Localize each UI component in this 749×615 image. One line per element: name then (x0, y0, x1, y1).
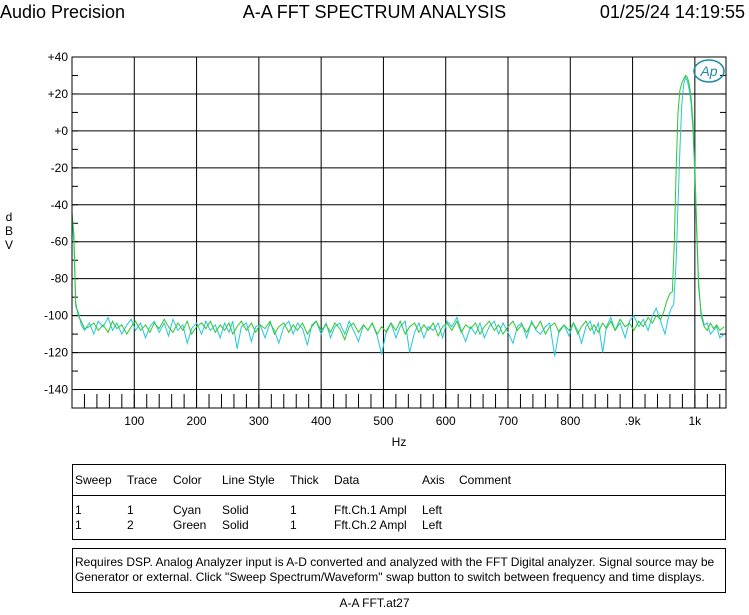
y-axis-label-char: B (5, 224, 13, 238)
legend-cell: Left (422, 503, 443, 517)
legend-header-row: Sweep Trace Color Line Style Thick Data Axis Co… (73, 465, 725, 496)
app-name: Audio Precision (0, 2, 126, 22)
legend-cell: Fft.Ch.2 Ampl (334, 518, 407, 532)
series-group (71, 74, 725, 357)
x-tick-label: 600 (436, 414, 456, 428)
legend-header-cell: Trace (127, 473, 158, 487)
y-tick-label: +40 (48, 50, 69, 64)
legend-cell: Cyan (173, 503, 202, 517)
legend-header-cell: Color (173, 473, 202, 487)
timestamp: 01/25/24 14:19:55 (599, 2, 745, 22)
legend-cell: Left (422, 518, 443, 532)
y-tick-label: -140 (44, 383, 68, 397)
legend-cell: 1 (127, 503, 134, 517)
legend-header-cell: Line Style (222, 473, 275, 487)
x-tick-label: .9k (625, 414, 642, 428)
plot-frame (71, 56, 727, 409)
legend-header-cell: Data (334, 473, 360, 487)
y-tick-label: -40 (51, 198, 69, 212)
legend-cell: Fft.Ch.1 Ampl (334, 503, 407, 517)
y-tick-label: -80 (51, 272, 69, 286)
series-line-2 (71, 74, 725, 341)
legend-cell: 1 (75, 503, 82, 517)
ap-logo-text: Ap (699, 63, 717, 79)
grid (71, 56, 726, 408)
legend-cell: 2 (127, 518, 134, 532)
x-tick-label: 800 (560, 414, 580, 428)
spectrum-chart: +40 +20 +0 -20 -40 -60 -80 -100 -120 -140 100 200 30… (5, 50, 727, 449)
chart-title: A-A FFT SPECTRUM ANALYSIS (242, 2, 507, 22)
x-tick-label: 400 (311, 414, 331, 428)
file-name: A-A FFT.at27 (339, 596, 410, 610)
x-axis-label: Hz (392, 435, 407, 449)
legend-cell: 1 (290, 518, 297, 532)
trace-legend-table: Sweep Trace Color Line Style Thick Data Axis Co… (72, 464, 726, 540)
note-line-1: Requires DSP. Analog Analyzer input is A… (75, 555, 715, 569)
description-note: Requires DSP. Analog Analyzer input is A… (72, 548, 726, 593)
legend-cell: Solid (222, 503, 249, 517)
legend-cell: 1 (290, 503, 297, 517)
legend-header-cell: Thick (290, 473, 319, 487)
x-tick-label: 100 (124, 414, 144, 428)
x-tick-label: 700 (498, 414, 518, 428)
x-tick-label: 200 (187, 414, 207, 428)
legend-header-cell: Sweep (75, 473, 112, 487)
y-tick-label: -20 (51, 161, 69, 175)
legend-header-cell: Comment (459, 473, 512, 487)
y-axis-label-char: d (6, 210, 13, 224)
y-tick-label: +0 (54, 124, 68, 138)
legend-header-cell: Axis (422, 473, 445, 487)
y-tick-label: -120 (44, 346, 68, 360)
axis-labels: +40 +20 +0 -20 -40 -60 -80 -100 -120 -140 100 200 30… (5, 50, 702, 449)
legend-cell: Solid (222, 518, 249, 532)
y-axis-label-char: V (5, 238, 13, 252)
legend-cell: 1 (75, 518, 82, 532)
y-tick-label: -100 (44, 309, 68, 323)
axis-ticks (71, 56, 726, 409)
x-tick-label: 300 (249, 414, 269, 428)
x-tick-label: 500 (373, 414, 393, 428)
y-tick-label: -60 (51, 235, 69, 249)
note-line-2: Generator or external. Click "Sweep Spec… (75, 570, 705, 584)
series-line-1 (71, 75, 725, 357)
ap-logo: Ap (693, 59, 725, 83)
legend-cell: Green (173, 518, 207, 532)
x-tick-label: 1k (689, 414, 703, 428)
y-tick-label: +20 (48, 87, 69, 101)
